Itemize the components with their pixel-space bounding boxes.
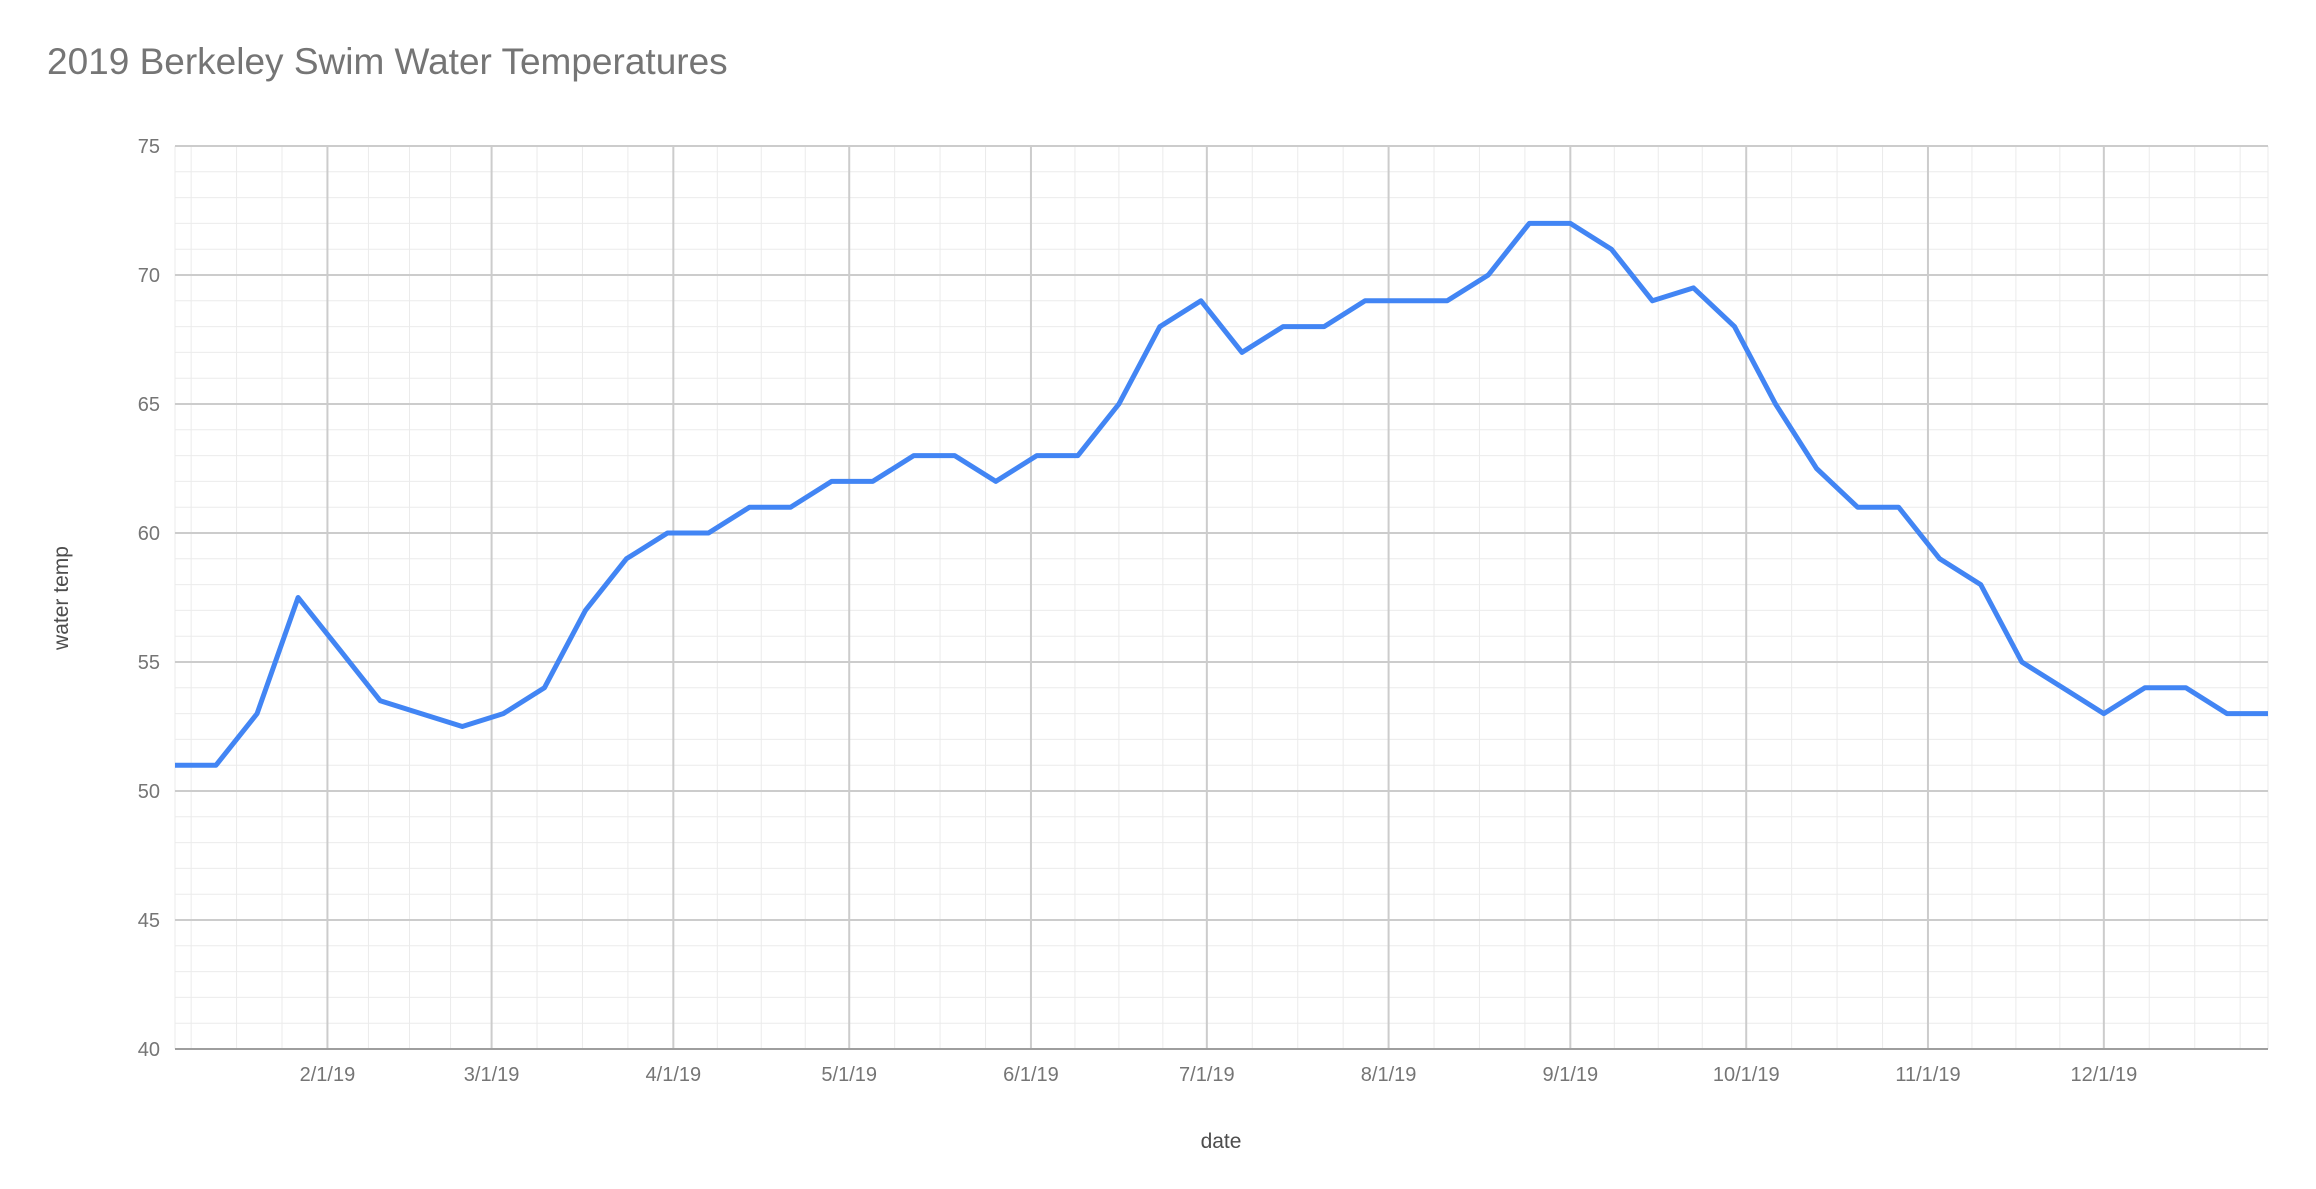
x-tick-label: 7/1/19: [1179, 1064, 1235, 1086]
minor-gridlines: [174, 146, 2269, 1049]
major-gridlines: [175, 145, 2268, 1049]
y-tick-label: 75: [138, 136, 160, 158]
y-tick-label: 60: [138, 523, 160, 545]
x-tick-label: 11/1/19: [1895, 1064, 1960, 1086]
y-tick-label: 55: [138, 652, 160, 674]
x-axis-title: date: [1200, 1130, 1242, 1153]
y-tick-label: 40: [138, 1039, 160, 1061]
y-tick-label: 70: [138, 265, 160, 287]
temperature-line-series: [175, 220, 2268, 768]
series-water-temp: [175, 220, 2268, 768]
x-tick-label: 5/1/19: [821, 1064, 877, 1086]
x-tick-label: 3/1/19: [464, 1064, 520, 1086]
chart-title: 2019 Berkeley Swim Water Temperatures: [47, 41, 728, 82]
x-tick-label: 2/1/19: [300, 1064, 356, 1086]
x-tick-label: 12/1/19: [2070, 1064, 2137, 1086]
y-tick-label: 65: [138, 394, 160, 416]
x-tick-label: 9/1/19: [1543, 1064, 1599, 1086]
axis-tick-labels: 40 45 50 55 60 65 70 75 2/1/19 3/1/19 4/1/19 5/1/19…: [138, 136, 2137, 1086]
y-tick-label: 45: [138, 910, 160, 932]
x-tick-label: 6/1/19: [1003, 1064, 1059, 1086]
x-tick-label: 8/1/19: [1361, 1064, 1417, 1086]
x-tick-label: 10/1/19: [1713, 1064, 1780, 1086]
y-tick-label: 50: [138, 781, 160, 803]
x-tick-label: 4/1/19: [646, 1064, 702, 1086]
